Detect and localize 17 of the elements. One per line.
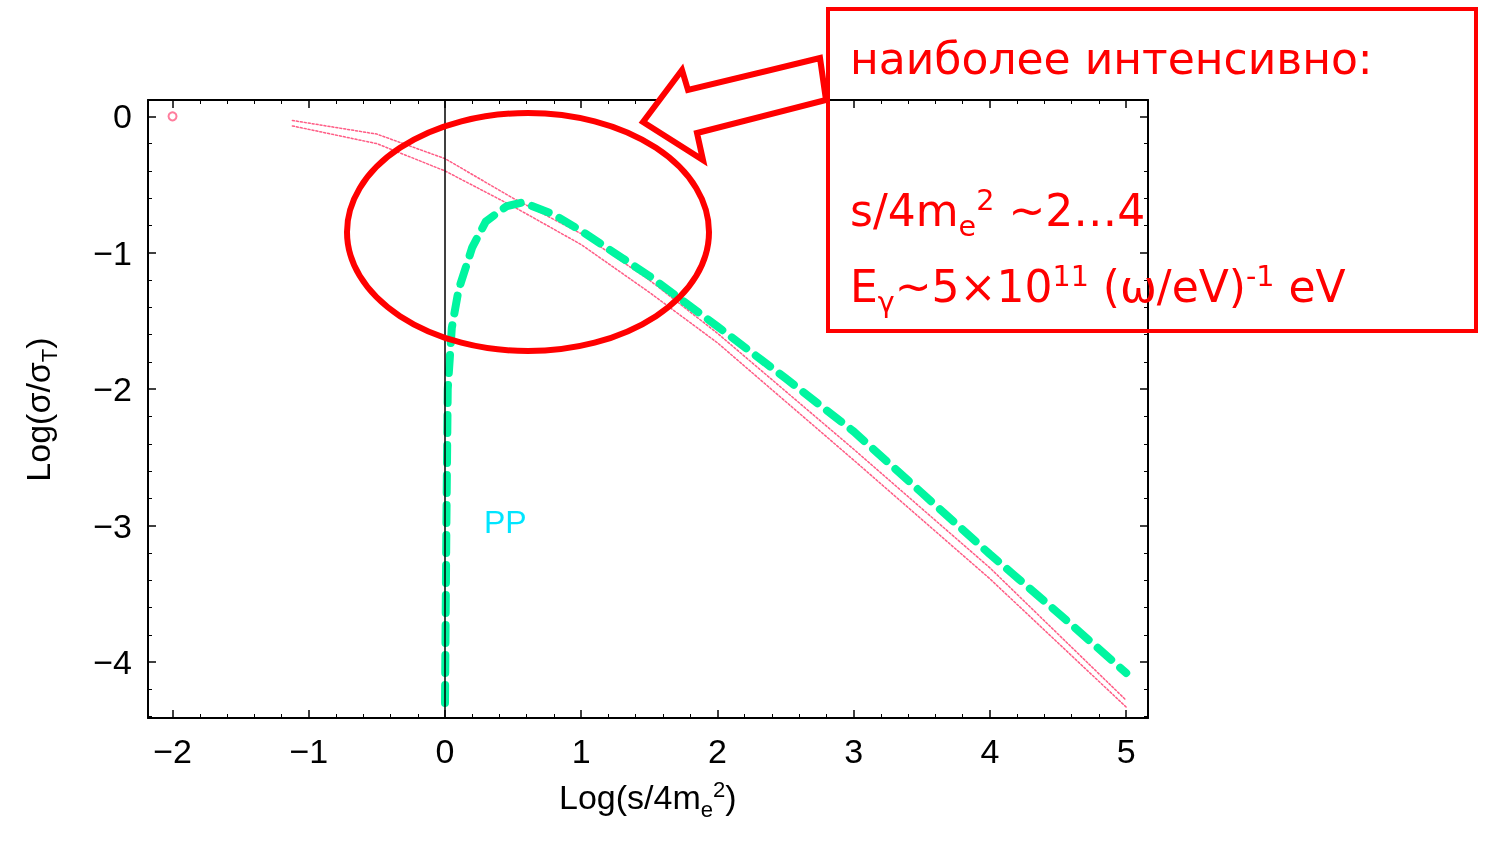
x-tick-label: 2 <box>708 732 727 770</box>
x-tick-label: −2 <box>153 732 192 770</box>
annotation: s/4m$_{e}$$^{2}$ ~2…4 <box>850 182 1147 245</box>
x-tick-label: 1 <box>571 732 591 770</box>
x-tick-label: 5 <box>1116 732 1136 770</box>
annotation: PP <box>484 503 527 541</box>
x-axis-title: Log(s/4m$_{e}$$^{2}$) <box>559 776 737 822</box>
y-tick-label: −4 <box>93 643 132 682</box>
x-tick-label: −1 <box>289 732 329 770</box>
y-tick-label: −3 <box>93 506 132 545</box>
y-tick-label: 0 <box>113 97 132 136</box>
x-tick-label: 3 <box>844 732 864 770</box>
y-tick-label: −1 <box>93 233 132 272</box>
text: наиболее интенсивно: <box>850 32 1374 86</box>
x-tick-label: 0 <box>435 732 455 770</box>
x-tick-label: 4 <box>980 732 1000 770</box>
y-tick-label: −2 <box>93 370 132 409</box>
